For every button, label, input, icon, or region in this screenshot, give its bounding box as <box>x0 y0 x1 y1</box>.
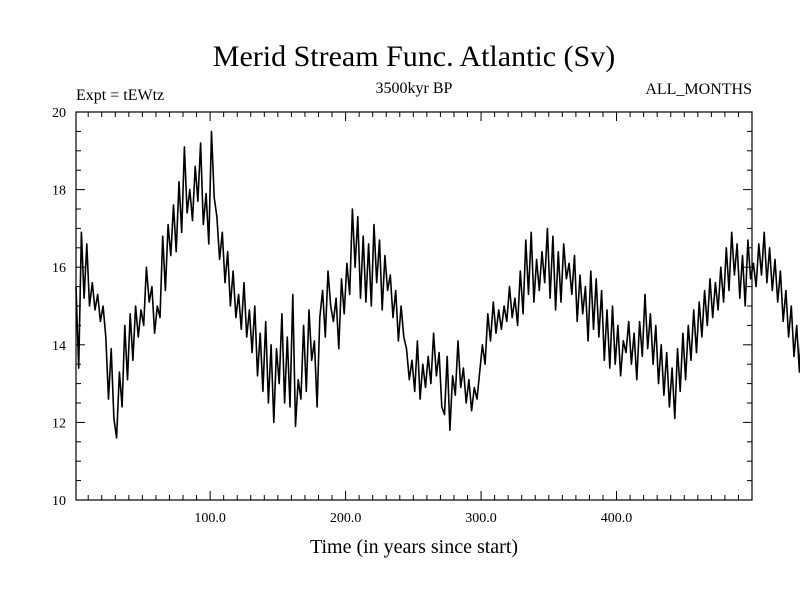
x-tick-label: 100.0 <box>194 511 226 526</box>
x-axis-label: Time (in years since start) <box>310 536 518 558</box>
chart-title: Merid Stream Func. Atlantic (Sv) <box>213 40 615 73</box>
y-tick-label: 14 <box>52 339 66 354</box>
x-tick-label: 300.0 <box>465 511 497 526</box>
y-tick-label: 12 <box>52 416 66 431</box>
y-tick-label: 20 <box>52 106 66 121</box>
plot-frame <box>75 111 753 501</box>
months-label: ALL_MONTHS <box>645 81 752 98</box>
experiment-label: Expt = tEWtz <box>76 87 164 104</box>
y-tick-label: 16 <box>52 261 66 276</box>
series-line <box>75 130 800 439</box>
period-label: 3500kyr BP <box>376 80 453 97</box>
y-tick-label: 10 <box>52 494 66 509</box>
x-axis: 100.0 200.0 300.0 400.0 <box>87 112 753 526</box>
y-tick-label: 18 <box>52 184 66 199</box>
x-tick-label: 200.0 <box>330 511 362 526</box>
x-tick-label: 400.0 <box>601 511 633 526</box>
